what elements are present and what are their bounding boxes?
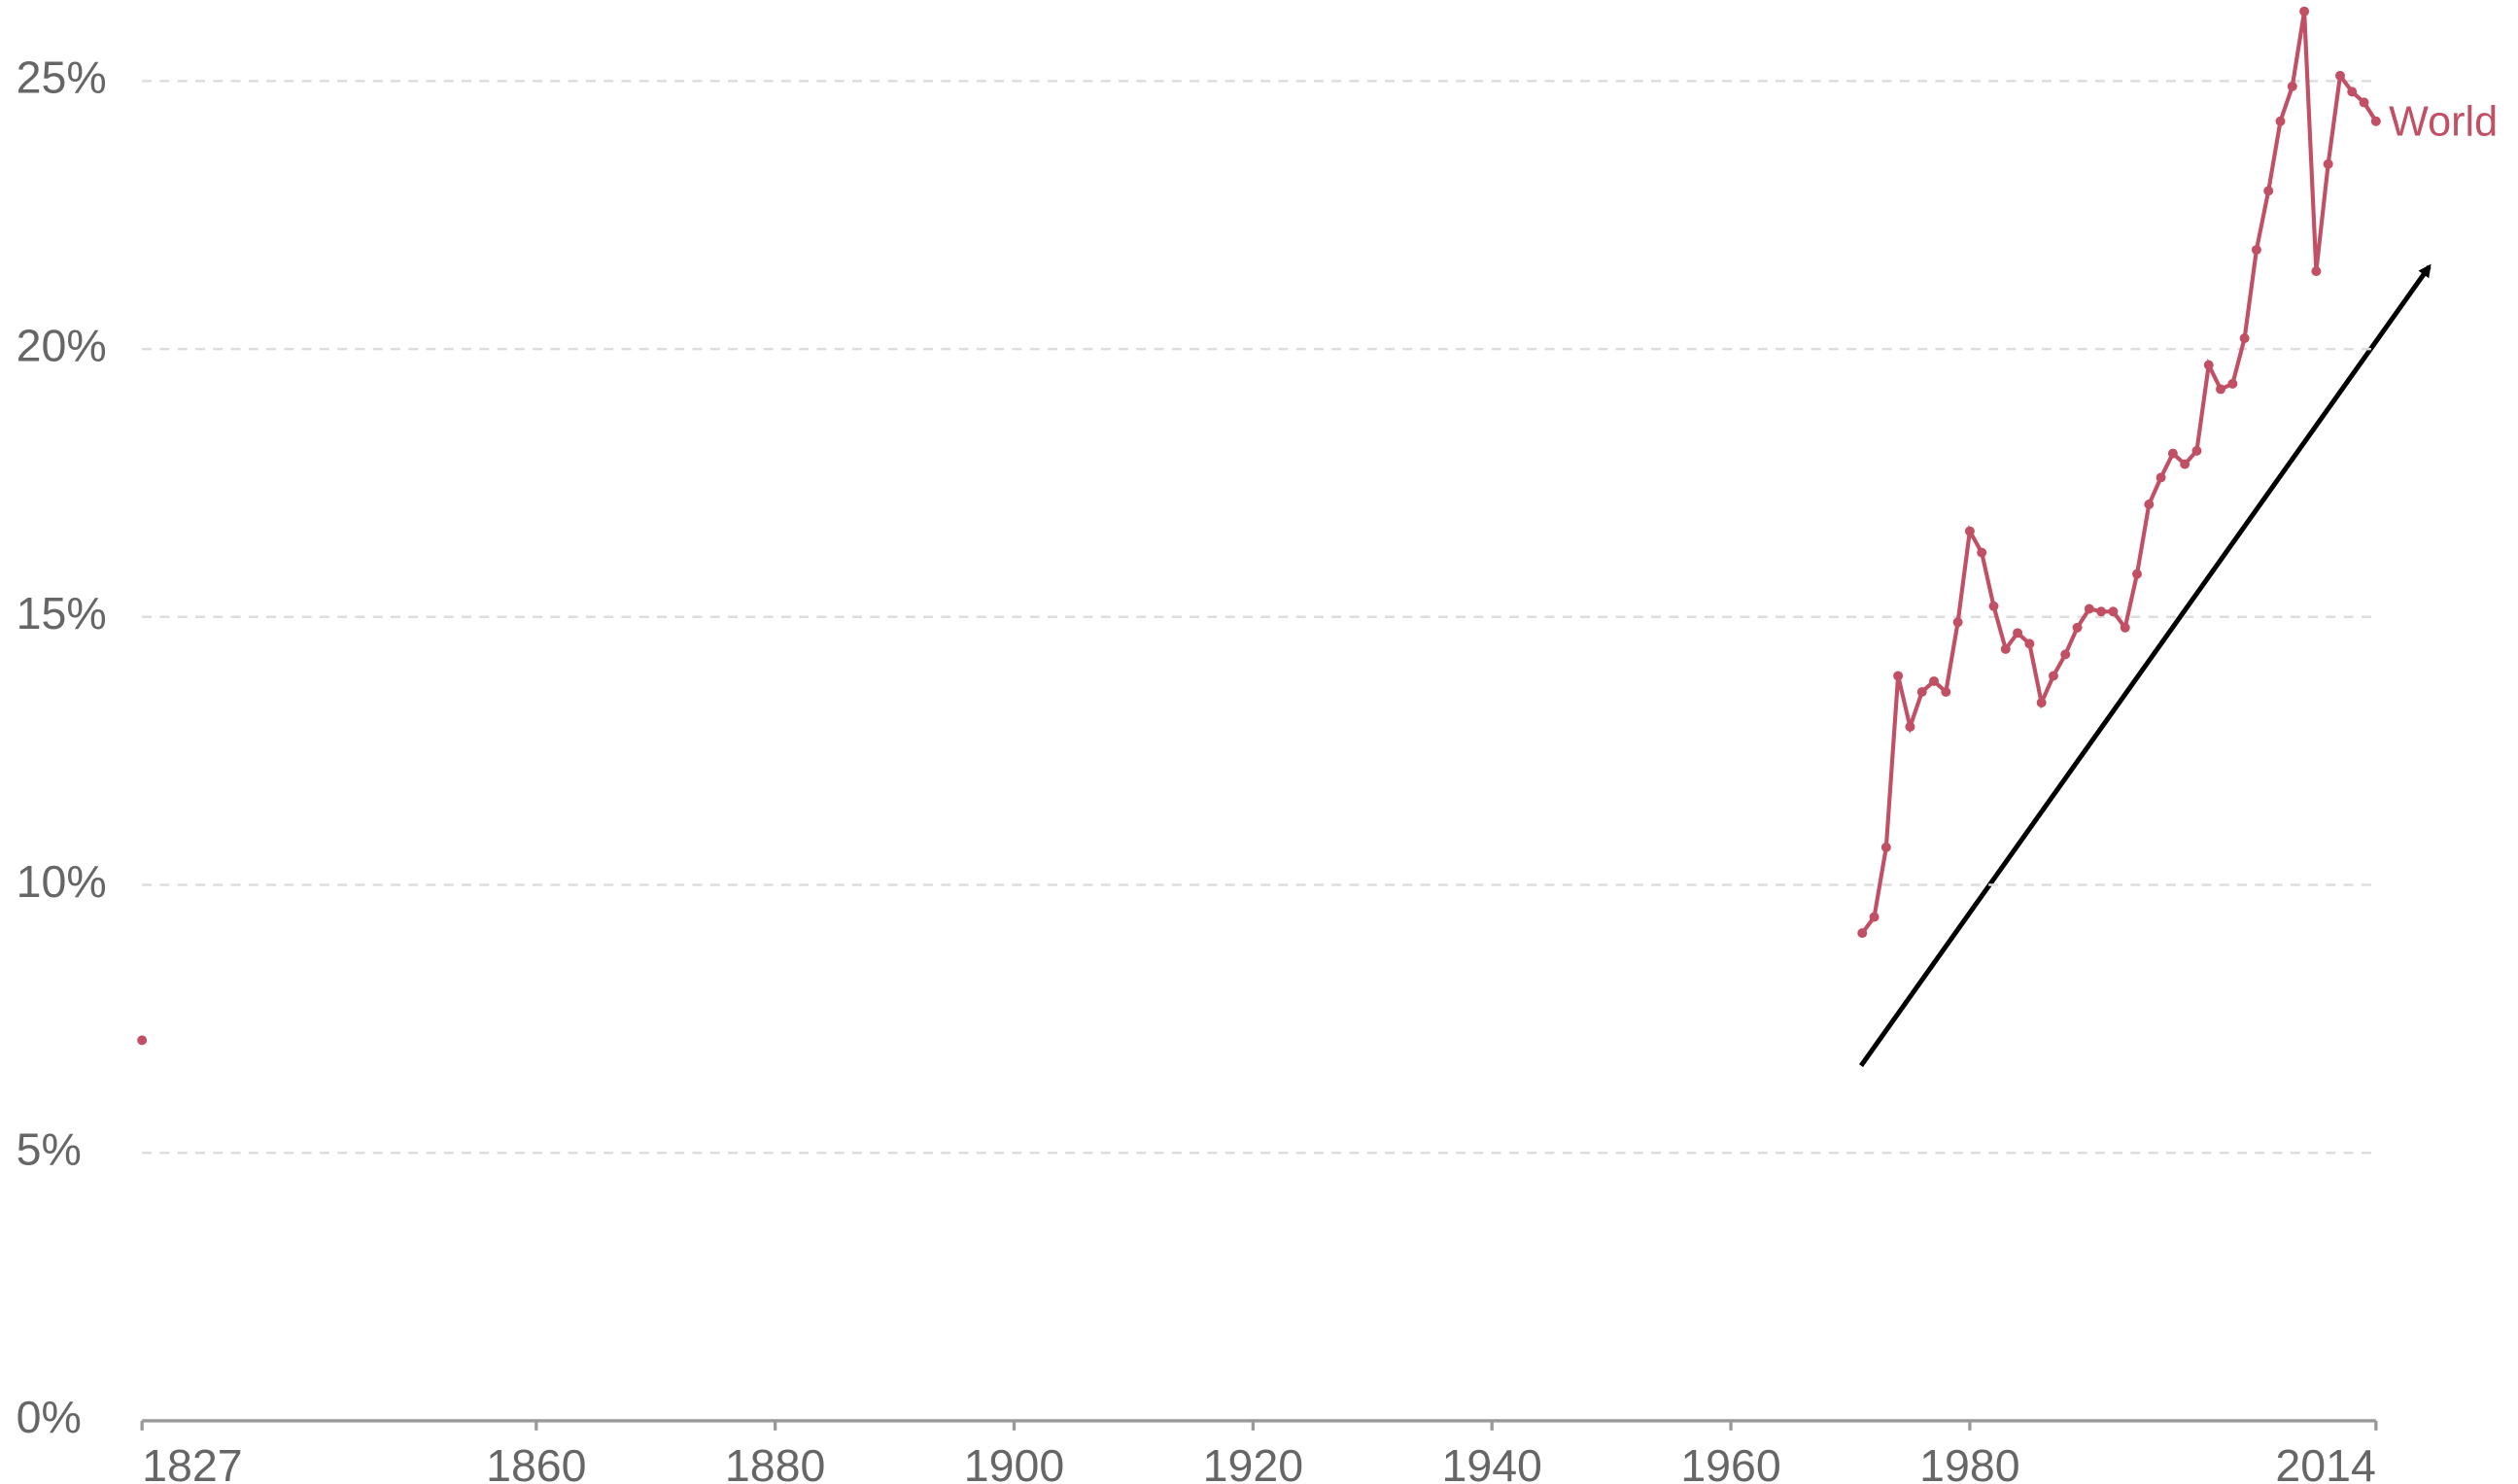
data-point bbox=[2299, 6, 2310, 17]
data-point bbox=[1952, 617, 1963, 628]
x-tick-label: 2014 bbox=[2275, 1440, 2375, 1484]
data-point bbox=[2000, 643, 2011, 654]
data-point bbox=[2216, 384, 2226, 395]
data-point bbox=[2024, 638, 2035, 649]
data-point bbox=[2060, 649, 2071, 660]
data-point bbox=[2048, 671, 2058, 681]
data-point bbox=[1929, 675, 1940, 686]
x-tick-label: 1980 bbox=[1919, 1440, 2019, 1484]
annotation-arrow bbox=[1858, 263, 2432, 1067]
x-tick-label: 1920 bbox=[1203, 1440, 1303, 1484]
data-point bbox=[1905, 721, 1915, 732]
x-tick-label: 1940 bbox=[1441, 1440, 1541, 1484]
data-point bbox=[2108, 606, 2119, 617]
data-point bbox=[2096, 606, 2107, 617]
data-point bbox=[2036, 698, 2047, 707]
data-point bbox=[1977, 547, 1987, 558]
data-point bbox=[2180, 459, 2190, 469]
series-line bbox=[1860, 11, 2378, 935]
data-point bbox=[2144, 500, 2155, 509]
data-point bbox=[2203, 360, 2214, 370]
data-point bbox=[1893, 671, 1904, 681]
data-point bbox=[2013, 628, 2023, 638]
data-point bbox=[2334, 70, 2345, 81]
data-point bbox=[2370, 116, 2381, 126]
x-tick-label: 1880 bbox=[725, 1440, 825, 1484]
data-point bbox=[1941, 686, 1951, 697]
data-point bbox=[2347, 86, 2358, 97]
y-tick-label: 10% bbox=[17, 856, 107, 907]
data-point bbox=[2227, 378, 2238, 389]
data-point bbox=[2239, 333, 2250, 344]
y-tick-label: 15% bbox=[17, 588, 107, 638]
x-tick-label: 1960 bbox=[1680, 1440, 1780, 1484]
y-tick-label: 5% bbox=[17, 1123, 82, 1174]
data-point bbox=[2359, 97, 2369, 108]
data-point bbox=[137, 1035, 148, 1046]
x-tick-label: 1827 bbox=[142, 1440, 242, 1484]
data-point bbox=[2120, 622, 2130, 633]
data-point bbox=[1916, 686, 1927, 697]
data-point bbox=[2132, 569, 2142, 579]
data-point bbox=[2323, 158, 2333, 169]
x-tick-label: 1860 bbox=[486, 1440, 586, 1484]
data-point bbox=[2251, 245, 2261, 256]
data-point bbox=[2263, 186, 2274, 196]
data-point bbox=[2072, 622, 2083, 633]
data-point bbox=[2275, 116, 2286, 126]
data-point bbox=[2287, 81, 2297, 91]
data-point bbox=[2156, 472, 2166, 483]
series-label: World bbox=[2389, 98, 2498, 145]
data-point bbox=[2191, 445, 2202, 456]
data-point bbox=[2311, 266, 2322, 277]
data-point bbox=[1857, 928, 1868, 939]
data-point bbox=[1869, 912, 1880, 922]
data-point bbox=[2167, 448, 2178, 459]
y-tick-label: 20% bbox=[17, 320, 107, 370]
x-tick-label: 1900 bbox=[964, 1440, 1064, 1484]
y-tick-label: 25% bbox=[17, 52, 107, 103]
y-tick-label: 0% bbox=[17, 1392, 82, 1442]
data-point bbox=[1880, 842, 1891, 852]
data-point bbox=[1988, 601, 1999, 611]
data-point bbox=[1964, 526, 1975, 536]
data-point bbox=[2084, 604, 2094, 614]
